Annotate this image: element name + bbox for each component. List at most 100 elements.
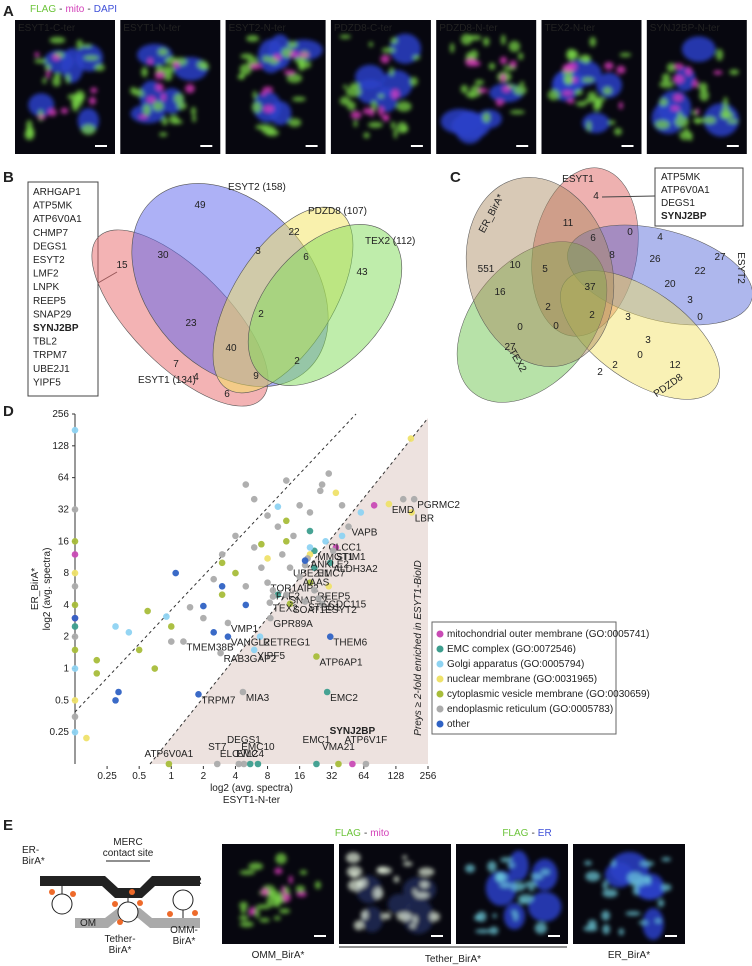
venn-set (247, 224, 403, 386)
speckle (34, 58, 48, 64)
mito-speckle (670, 105, 680, 111)
point (410, 495, 418, 503)
point-label: TRPM7 (201, 695, 235, 706)
legend-swatch (436, 660, 444, 668)
point (283, 517, 290, 525)
speckle (602, 880, 608, 890)
point-label: EMC10 (241, 742, 275, 753)
speckle (158, 132, 168, 137)
mito-speckle (673, 63, 684, 70)
point (325, 582, 333, 590)
speckle (168, 114, 179, 125)
region-count: 5 (542, 264, 548, 275)
speckle (566, 48, 576, 61)
speckle (509, 110, 525, 115)
point (296, 573, 303, 580)
speckle (190, 106, 197, 116)
venn-set (465, 177, 615, 367)
gene: LNPK (33, 282, 59, 293)
speckle (199, 64, 210, 70)
speckle (518, 52, 524, 60)
nucleus (582, 112, 610, 134)
point (258, 564, 265, 571)
point-label: EMC2 (330, 693, 358, 704)
mito-speckle (571, 77, 578, 83)
point (283, 477, 290, 484)
speckle (703, 116, 717, 124)
gene: ATP5MK (661, 172, 701, 183)
point (349, 760, 356, 768)
point (242, 582, 250, 590)
panel-letter: A (3, 3, 14, 20)
mito-speckle (369, 107, 375, 117)
micrograph-signal (345, 852, 441, 934)
gene: ATP5MK (33, 201, 73, 212)
stain-name: mito (370, 828, 389, 839)
point (246, 760, 254, 768)
speckle (625, 911, 641, 916)
point (71, 623, 79, 630)
point (269, 586, 277, 594)
mito-speckle (377, 106, 384, 116)
er-membrane (40, 876, 200, 898)
region-count: 3 (645, 335, 651, 346)
point (210, 629, 217, 636)
speckle (608, 120, 616, 125)
point (326, 633, 334, 641)
point (250, 646, 258, 654)
speckle (49, 36, 66, 44)
region-count: 27 (504, 342, 516, 353)
point (283, 537, 290, 545)
point-label: CCDC115 (321, 599, 366, 610)
speckle (414, 892, 430, 899)
region-count: 22 (694, 266, 706, 277)
point (323, 688, 331, 696)
speckle (418, 867, 435, 877)
speckle (259, 917, 270, 923)
x-tick-label: 16 (294, 771, 306, 782)
point (329, 547, 337, 555)
speckle (677, 111, 682, 119)
stain-header: FLAG - mito - DAPI (30, 4, 117, 15)
speckle (288, 118, 302, 127)
mito-speckle (499, 56, 508, 65)
y-axis-subtitle: log2 (avg. spectra) (42, 548, 53, 631)
point-label: MIA3 (246, 693, 270, 704)
mito-speckle (362, 107, 372, 115)
image-title: PDZD8-C-ter (334, 23, 393, 34)
x-tick-label: 64 (358, 771, 370, 782)
micrograph (222, 844, 334, 944)
venn-set (456, 241, 608, 403)
diagram-label: ER (188, 876, 202, 887)
point (242, 601, 250, 609)
speckle (298, 60, 312, 69)
point-label: PGRMC2 (417, 500, 460, 511)
x-axis-title: ESYT1-N-ter (223, 795, 281, 806)
point (345, 523, 352, 530)
speckle (409, 923, 416, 929)
speckle (721, 106, 730, 119)
speckle (574, 89, 583, 96)
region-count: 3 (625, 312, 631, 323)
point (235, 760, 243, 768)
nucleus (527, 891, 562, 922)
point (301, 557, 309, 564)
speckle (488, 62, 496, 70)
speckle (363, 132, 370, 139)
y-tick-label: 1 (63, 664, 69, 675)
speckle (349, 82, 361, 89)
speckle (76, 39, 83, 50)
mito-speckle (90, 87, 98, 94)
point-label: RETREG1 (263, 638, 311, 649)
speckle (410, 76, 418, 86)
micrograph-bg (120, 20, 221, 154)
speckle (638, 920, 649, 925)
speckle (295, 885, 306, 893)
point-label: VAPB (352, 528, 378, 539)
point (322, 537, 329, 545)
legend-entry: EMC complex (GO:0072546) (447, 644, 576, 655)
mito-speckle (88, 96, 97, 105)
point (283, 591, 290, 598)
point-label: YIPF5 (257, 651, 285, 662)
point (254, 760, 262, 768)
